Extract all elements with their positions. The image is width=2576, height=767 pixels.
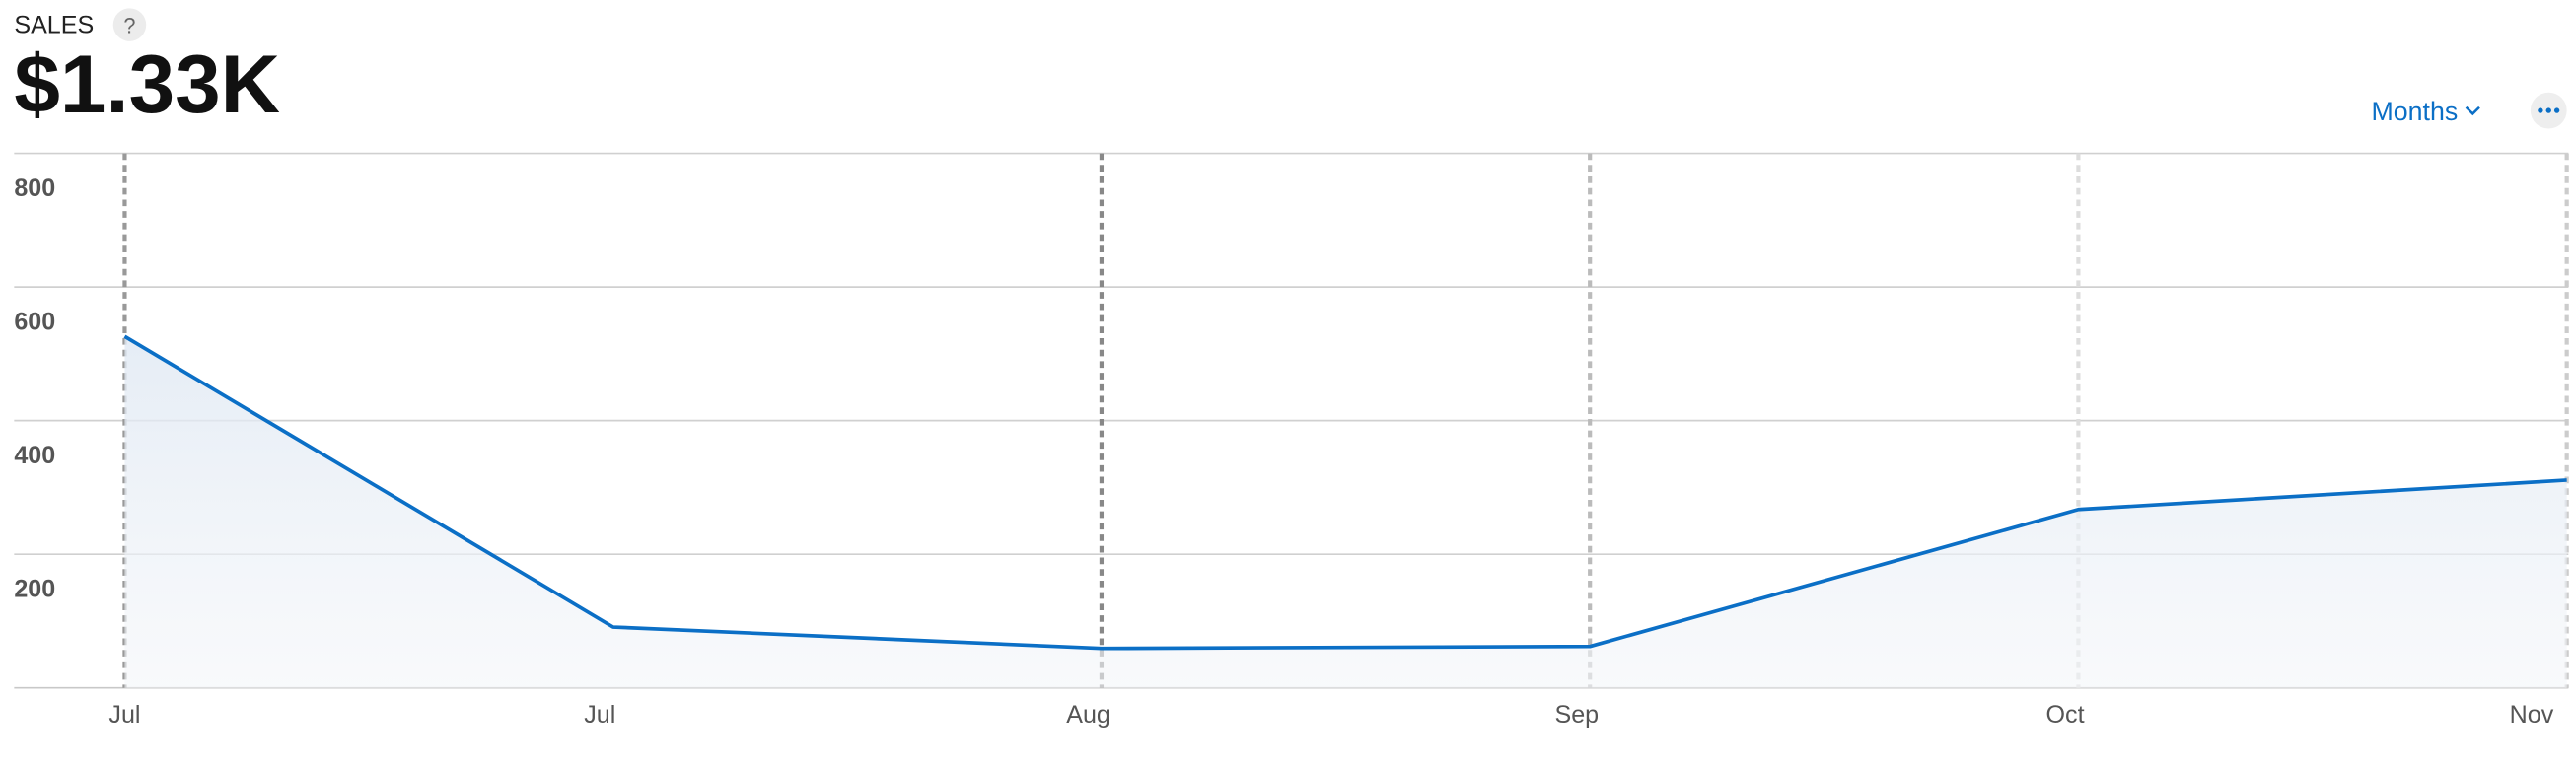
y-tick-label: 400: [14, 442, 55, 469]
more-dot[interactable]: [2553, 107, 2560, 113]
sales-line: [123, 334, 2567, 651]
total-value: $1.33K: [14, 37, 280, 130]
widget-title: SALES: [14, 11, 94, 38]
help-button[interactable]: [112, 8, 147, 41]
more-dot[interactable]: [2538, 107, 2543, 113]
menu-chevron[interactable]: [2465, 105, 2480, 116]
y-tick-label: 600: [14, 309, 55, 336]
y-tick-label: 800: [14, 174, 55, 202]
period-menu[interactable]: Months: [2372, 97, 2459, 126]
area-fill: [124, 336, 2567, 688]
y-tick-label: 200: [14, 576, 55, 603]
x-tick-label: Aug: [1066, 701, 1110, 729]
x-tick-label: Jul: [108, 701, 140, 729]
help-label[interactable]: ?: [123, 13, 135, 37]
plot: 200 400 600 800 Jul Jul Aug Sep Oct Nov: [14, 152, 2569, 729]
x-tick-label: Nov: [2510, 701, 2554, 729]
x-tick-label: Sep: [1554, 701, 1599, 729]
x-tick-label: Jul: [584, 701, 615, 729]
more-dot[interactable]: [2545, 107, 2551, 113]
x-tick-label: Oct: [2046, 701, 2085, 729]
